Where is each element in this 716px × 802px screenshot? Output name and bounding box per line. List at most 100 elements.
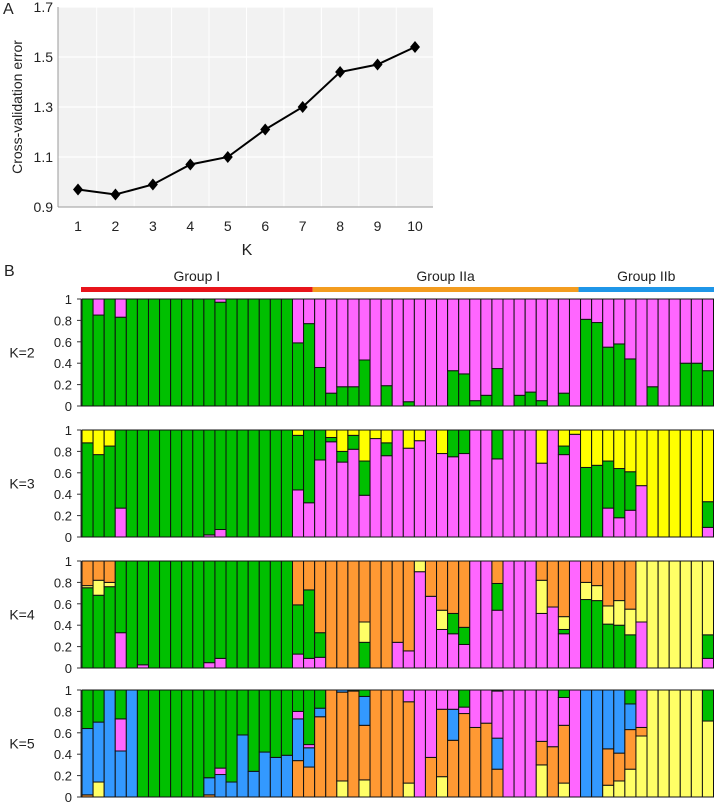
bar-segment-green — [447, 429, 460, 458]
individual-bar — [668, 689, 681, 798]
bar-segment-green — [347, 689, 360, 692]
bar-segment-yellow — [325, 429, 338, 438]
y-tick-label: 0.6 — [54, 597, 72, 612]
bar-segment-green — [447, 370, 460, 407]
bar-segment-pink — [369, 438, 382, 538]
individual-bar — [314, 689, 327, 798]
bar-segment-green — [602, 460, 615, 509]
bar-segment-green — [292, 689, 305, 712]
bar-segment-green — [624, 689, 637, 705]
individual-bar — [181, 429, 194, 538]
individual-bar — [646, 429, 659, 538]
bar-segment-pink — [591, 298, 604, 324]
bar-segment-orange — [314, 560, 327, 634]
individual-bar — [136, 429, 149, 538]
bar-segment-orange — [424, 756, 438, 798]
bar-segment-yellow — [413, 429, 426, 442]
bar-segment-pink — [436, 298, 449, 407]
individual-bar — [657, 429, 670, 538]
bar-segment-orange — [557, 560, 570, 618]
bar-segment-orange — [369, 689, 382, 798]
individual-bar — [81, 298, 94, 407]
bar-segment-pink — [447, 689, 460, 710]
bar-segment-orange — [580, 560, 593, 583]
individual-bar — [280, 689, 293, 798]
bar-segment-green — [258, 429, 271, 538]
bar-segment-green — [181, 429, 194, 538]
bar-segment-green — [491, 429, 504, 460]
individual-bar — [602, 429, 615, 538]
individual-bar — [502, 560, 515, 669]
individual-bar — [635, 298, 648, 407]
bar-segment-green — [325, 436, 338, 443]
individual-bar — [203, 689, 216, 798]
individual-bar — [170, 298, 183, 407]
bar-segment-yellow — [557, 429, 570, 447]
bar-segment-pink — [413, 298, 426, 407]
bar-segment-green — [225, 298, 238, 407]
individual-bar — [303, 298, 316, 407]
individual-bar — [325, 560, 338, 669]
bar-segment-green — [147, 560, 161, 669]
data-point-diamond — [372, 58, 383, 71]
bar-segment-orange — [546, 746, 559, 798]
bar-segment-orange — [447, 560, 460, 614]
bar-segment-green — [136, 298, 149, 407]
series-line — [77, 46, 416, 196]
individual-bar — [402, 429, 415, 538]
bar-segment-green — [136, 560, 149, 666]
individual-bar — [613, 429, 626, 538]
individual-bar — [690, 689, 703, 798]
bar-segment-orange — [380, 689, 393, 798]
bar-segment-pink — [458, 298, 471, 375]
individual-bar — [546, 560, 559, 669]
individual-bar — [347, 429, 360, 538]
bar-segment-green — [280, 298, 293, 407]
bar-segment-pink — [114, 507, 127, 538]
y-tick-label: 0.2 — [54, 769, 72, 784]
bar-segment-pink — [513, 298, 526, 396]
individual-bar — [225, 298, 238, 407]
individual-bar — [535, 560, 548, 669]
bar-segment-pink — [402, 689, 415, 703]
bar-segment-lightyellow — [402, 782, 415, 798]
bar-segment-green — [624, 358, 637, 407]
individual-bar — [613, 298, 626, 407]
bar-segment-green — [624, 634, 637, 669]
bar-segment-pink — [214, 529, 227, 538]
bar-segment-pink — [524, 689, 537, 798]
individual-bar — [535, 689, 548, 798]
bar-segment-green — [258, 298, 271, 407]
bar-segment-green — [92, 454, 105, 538]
individual-bar — [203, 560, 216, 669]
bar-segment-orange — [358, 560, 371, 623]
bar-segment-pink — [413, 440, 426, 538]
bar-segment-pink — [480, 429, 493, 538]
bar-segment-pink — [580, 298, 593, 320]
bar-segment-pink — [502, 560, 515, 669]
individual-bar — [602, 689, 615, 798]
individual-bar — [657, 689, 670, 798]
bar-segment-yellow — [602, 429, 615, 462]
bar-segment-orange — [491, 560, 504, 584]
individual-bar — [303, 429, 316, 538]
individual-bar — [125, 689, 138, 798]
y-tick-label: 1.1 — [34, 149, 54, 165]
bar-segment-pink — [491, 458, 504, 538]
bar-segment-pink — [546, 298, 559, 407]
bar-segment-blue — [314, 707, 327, 718]
bar-segment-green — [447, 612, 460, 635]
bar-segment-green — [114, 689, 127, 720]
bar-segment-blue — [92, 721, 105, 783]
individual-bar — [125, 429, 138, 538]
bar-segment-blue — [591, 689, 604, 798]
bar-segment-blue — [103, 689, 116, 798]
bar-segment-pink — [546, 429, 559, 538]
y-tick-label: 1 — [65, 683, 72, 698]
individual-bar — [591, 689, 604, 798]
individual-bar — [580, 429, 593, 538]
bar-segment-pink — [624, 509, 637, 538]
bar-segment-pink — [668, 298, 681, 407]
bar-segment-blue — [613, 689, 626, 754]
bar-segment-green — [314, 366, 327, 407]
